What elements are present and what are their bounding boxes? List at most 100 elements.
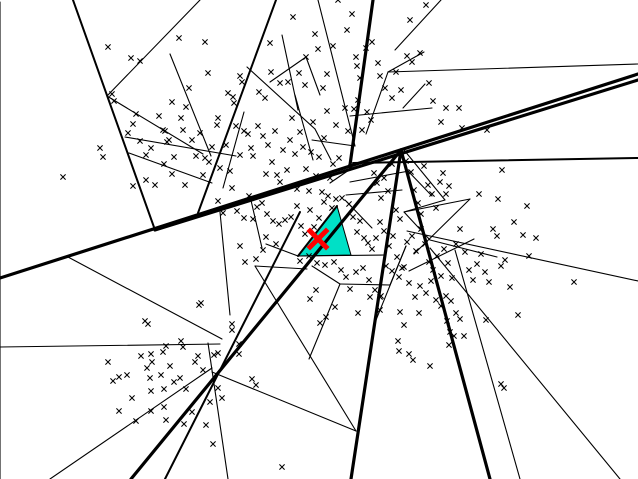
- x-mark-icon: [288, 214, 294, 220]
- x-mark-icon: [237, 152, 243, 158]
- x-mark-icon: [183, 104, 189, 110]
- x-mark-icon: [149, 359, 155, 365]
- x-mark-icon: [474, 261, 480, 267]
- x-mark-icon: [457, 316, 463, 322]
- x-mark-icon: [490, 226, 496, 232]
- x-mark-icon: [124, 372, 130, 378]
- x-mark-icon: [426, 80, 432, 86]
- x-mark-icon: [298, 223, 304, 229]
- x-mark-icon: [214, 122, 220, 128]
- x-mark-icon: [262, 95, 268, 101]
- x-mark-icon: [189, 409, 195, 415]
- x-mark-icon: [476, 191, 482, 197]
- x-mark-icon: [307, 207, 313, 213]
- x-mark-icon: [478, 251, 484, 257]
- x-mark-icon: [344, 27, 350, 33]
- x-mark-icon: [363, 45, 369, 51]
- x-mark-icon: [236, 351, 242, 357]
- x-mark-icon: [161, 386, 167, 392]
- x-mark-icon: [163, 417, 169, 423]
- x-mark-icon: [425, 182, 431, 188]
- x-mark-icon: [466, 267, 472, 273]
- partition-line: [106, 95, 204, 155]
- x-mark-icon: [319, 189, 325, 195]
- x-mark-icon: [162, 128, 168, 134]
- x-mark-icon: [438, 119, 444, 125]
- x-mark-icon: [408, 169, 414, 175]
- partition-line: [317, 0, 356, 147]
- x-mark-icon: [280, 147, 286, 153]
- x-mark-icon: [320, 85, 326, 91]
- partition-line: [429, 247, 621, 479]
- x-mark-icon: [109, 91, 115, 97]
- x-mark-icon: [446, 342, 452, 348]
- x-mark-icon: [331, 259, 337, 265]
- x-mark-icon: [148, 351, 154, 357]
- x-mark-icon: [416, 310, 422, 316]
- x-mark-icon: [195, 353, 201, 359]
- partition-line: [49, 367, 213, 479]
- x-mark-icon: [105, 44, 111, 50]
- x-mark-icon: [312, 31, 318, 37]
- x-mark-icon: [197, 130, 203, 136]
- x-mark-icon: [310, 119, 316, 125]
- x-mark-icon: [353, 269, 359, 275]
- x-mark-icon: [349, 11, 355, 17]
- partition-line: [0, 343, 221, 348]
- partition-line: [329, 169, 350, 184]
- x-mark-icon: [186, 85, 192, 91]
- x-mark-icon: [351, 106, 357, 112]
- x-mark-icon: [429, 191, 435, 197]
- x-mark-icon: [374, 180, 380, 186]
- x-mark-icon: [418, 226, 424, 232]
- x-mark-icon: [129, 395, 135, 401]
- x-mark-icon: [324, 71, 330, 77]
- x-mark-icon: [110, 378, 116, 384]
- x-mark-icon: [369, 246, 375, 252]
- partition-line: [349, 170, 410, 183]
- x-mark-icon: [133, 418, 139, 424]
- x-mark-icon: [241, 128, 247, 134]
- x-mark-icon: [390, 233, 396, 239]
- partition-line: [305, 56, 321, 96]
- x-mark-icon: [105, 359, 111, 365]
- x-mark-icon: [377, 219, 383, 225]
- x-mark-icon: [415, 200, 421, 206]
- x-mark-icon: [397, 216, 403, 222]
- x-mark-icon: [273, 241, 279, 247]
- x-mark-icon: [156, 113, 162, 119]
- x-mark-icon: [250, 216, 256, 222]
- x-mark-icon: [161, 161, 167, 167]
- x-mark-icon: [277, 179, 283, 185]
- x-mark-icon: [343, 274, 349, 280]
- x-mark-icon: [395, 338, 401, 344]
- x-mark-icon: [346, 201, 352, 207]
- x-mark-icon: [128, 55, 134, 61]
- x-mark-icon: [345, 128, 351, 134]
- partition-line: [375, 245, 407, 321]
- partition-line: [211, 371, 357, 432]
- x-mark-icon: [200, 172, 206, 178]
- x-mark-icon: [389, 95, 395, 101]
- x-mark-icon: [348, 164, 354, 170]
- partition-line: [348, 0, 375, 167]
- x-mark-icon: [203, 422, 209, 428]
- partition-line: [269, 56, 307, 83]
- medium-partition-lines: [72, 0, 638, 479]
- x-mark-icon: [239, 79, 245, 85]
- x-mark-icon: [396, 348, 402, 354]
- x-mark-icon: [220, 210, 226, 216]
- x-mark-icon: [440, 170, 446, 176]
- partition-line: [314, 128, 332, 161]
- x-mark-icon: [137, 138, 143, 144]
- x-mark-icon: [364, 109, 370, 115]
- x-mark-icon: [245, 131, 251, 137]
- x-mark-icon: [386, 243, 392, 249]
- x-mark-icon: [237, 73, 243, 79]
- x-mark-icon: [327, 175, 333, 181]
- x-mark-icon: [409, 59, 415, 65]
- x-mark-icon: [234, 208, 240, 214]
- x-mark-icon: [483, 317, 489, 323]
- x-mark-icon: [289, 115, 295, 121]
- partition-line: [254, 265, 357, 432]
